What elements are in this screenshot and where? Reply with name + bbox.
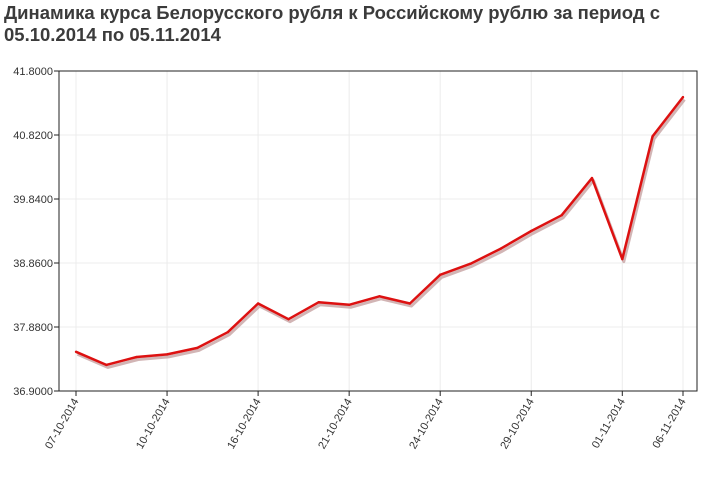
x-tick-label: 10-10-2014 — [134, 397, 173, 452]
y-tick-label: 40.8200 — [13, 130, 53, 142]
data-point — [590, 176, 594, 180]
data-point — [317, 300, 320, 304]
y-axis-ticks: 36.9000 37.8800 38.8600 39.8400 40.8200 41.80… — [13, 66, 59, 398]
y-tick-label: 41.8000 — [13, 66, 53, 78]
data-point — [256, 302, 260, 305]
data-point — [287, 317, 290, 321]
data-point — [408, 302, 412, 305]
y-tick-label: 37.8800 — [13, 322, 53, 334]
x-axis-ticks: 07-10-2014 10-10-2014 16-10-2014 21-10-2014… — [43, 391, 689, 451]
axes — [58, 70, 698, 392]
plot-frame — [58, 70, 698, 392]
data-point — [105, 363, 108, 367]
x-tick-label: 24-10-2014 — [407, 397, 446, 452]
x-tick-label: 01-11-2014 — [590, 397, 628, 451]
y-tick-label: 38.8600 — [13, 258, 53, 270]
x-tick-label: 07-10-2014 — [43, 397, 82, 452]
data-point — [499, 247, 503, 250]
chart-title: Динамика курса Белорусского рубля к Росс… — [4, 2, 661, 45]
series-group — [74, 95, 686, 369]
data-point — [439, 273, 442, 276]
data-point — [135, 355, 138, 359]
x-tick-label: 29-10-2014 — [498, 397, 537, 452]
data-point — [651, 135, 654, 138]
data-point — [621, 257, 624, 261]
x-tick-label: 06-11-2014 — [650, 397, 688, 451]
data-point — [74, 350, 78, 354]
x-tick-label: 21-10-2014 — [316, 397, 355, 452]
data-point — [378, 295, 381, 298]
data-point — [165, 353, 169, 356]
series-shadow — [76, 98, 686, 369]
y-tick-label: 36.9000 — [13, 386, 53, 398]
x-tick-label: 16-10-2014 — [225, 397, 264, 452]
data-point — [347, 303, 351, 306]
data-point — [681, 95, 685, 99]
grid-lines — [59, 70, 697, 391]
data-point — [560, 214, 563, 217]
y-tick-label: 39.8400 — [13, 194, 53, 206]
data-point — [226, 331, 229, 334]
data-point — [469, 262, 472, 265]
data-point — [196, 346, 199, 350]
data-point — [530, 229, 533, 233]
